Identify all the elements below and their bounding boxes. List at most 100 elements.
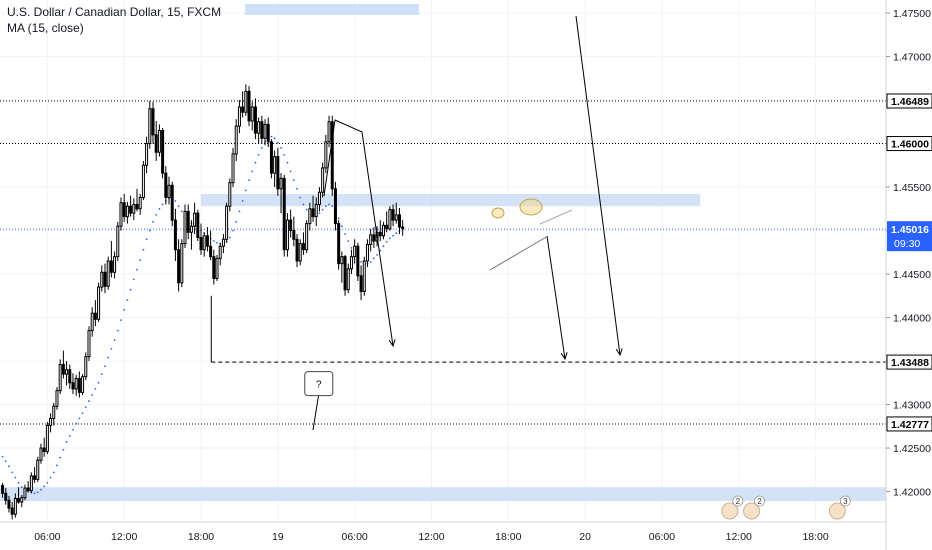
ma-point (248, 179, 250, 181)
channel-line-lower (489, 235, 549, 271)
price-level-tag (886, 416, 932, 432)
candle (23, 484, 27, 501)
time-tick-label: 12:00 (418, 531, 444, 543)
candle-body (13, 498, 17, 515)
ma-point (350, 247, 353, 249)
candle (49, 413, 53, 433)
time-tick-label: 18:00 (188, 531, 214, 543)
candle-body (340, 256, 344, 265)
candle (177, 239, 181, 292)
candle (263, 119, 267, 146)
ma-point (17, 481, 20, 484)
projection-arrow-1-head (388, 339, 396, 348)
callout-box (304, 371, 334, 397)
candle (157, 124, 161, 157)
candle (7, 495, 11, 513)
candle-body (154, 134, 158, 153)
ma-point (97, 381, 100, 384)
ma-point (395, 232, 398, 235)
candle-body (228, 182, 232, 207)
drawings: ? 2 2 3 (304, 15, 851, 520)
candle-body (10, 507, 14, 515)
ma-point (344, 233, 346, 235)
candle (106, 256, 110, 290)
candle-body (170, 184, 174, 221)
candle (298, 239, 302, 266)
ma-point (392, 234, 394, 237)
candle-body (189, 225, 193, 233)
candle (385, 211, 389, 233)
ma-point (142, 248, 145, 251)
event-badge: 3 (828, 495, 851, 520)
candle (321, 162, 325, 198)
highlight-ellipse (519, 198, 543, 216)
candle-body (301, 243, 305, 251)
ma-point (174, 200, 177, 202)
candle-body (212, 256, 216, 279)
candle (97, 282, 101, 322)
candle (301, 232, 305, 255)
candle (138, 194, 142, 215)
candle-body (164, 172, 168, 198)
candle-body (93, 312, 97, 320)
candle-body (151, 108, 155, 136)
candle-body (106, 260, 110, 287)
candle (87, 326, 91, 362)
candle-body (343, 256, 347, 291)
candle (45, 421, 49, 455)
time-tick-label: 20 (579, 531, 591, 543)
candle-body (282, 177, 286, 251)
ma-point (62, 448, 65, 451)
candle-body (244, 90, 248, 113)
candle (353, 239, 357, 264)
ma-point (257, 153, 260, 156)
candle (397, 207, 401, 235)
candle (212, 249, 216, 285)
candle-body (381, 224, 385, 237)
ma-point (72, 428, 74, 431)
candle-body (103, 271, 107, 287)
candle-body (362, 260, 366, 292)
candle (103, 263, 107, 294)
candle-body (353, 245, 357, 258)
current-price-label: 1.45016 (891, 224, 929, 236)
ma-point (113, 339, 116, 342)
candle-body (52, 405, 56, 419)
candle (340, 251, 344, 283)
candle (394, 202, 398, 224)
candle-body (327, 121, 331, 143)
ma-point (180, 210, 183, 213)
candle-body (157, 130, 161, 153)
candle-body (205, 235, 209, 247)
event-count-badge (732, 495, 744, 507)
candle-body (29, 475, 33, 492)
event-badge: 2 (721, 495, 744, 520)
price-tick-label: 1.45500 (893, 182, 931, 194)
candle-body (199, 237, 203, 251)
ma-point (59, 456, 62, 459)
candle-body (209, 245, 213, 258)
time-tick-label: 06:00 (34, 531, 60, 543)
candle-body (17, 498, 21, 503)
candle (125, 201, 129, 224)
ma-point (8, 465, 10, 468)
candle (13, 493, 17, 518)
event-icon (743, 502, 761, 520)
ma-point (126, 299, 129, 302)
zone-rect-top (245, 4, 419, 15)
candle-body (266, 123, 270, 143)
candle (84, 352, 88, 381)
countdown-label: 09:30 (894, 238, 920, 250)
candle (202, 232, 206, 257)
candle-body (311, 208, 315, 218)
candle-body (49, 417, 53, 426)
ma-point (379, 249, 382, 252)
candle (343, 254, 347, 296)
callout: ? (304, 371, 334, 431)
event-count: 2 (757, 497, 762, 506)
time-tick-label: 12:00 (726, 531, 752, 543)
ma-point (116, 329, 119, 332)
candle (372, 227, 376, 248)
